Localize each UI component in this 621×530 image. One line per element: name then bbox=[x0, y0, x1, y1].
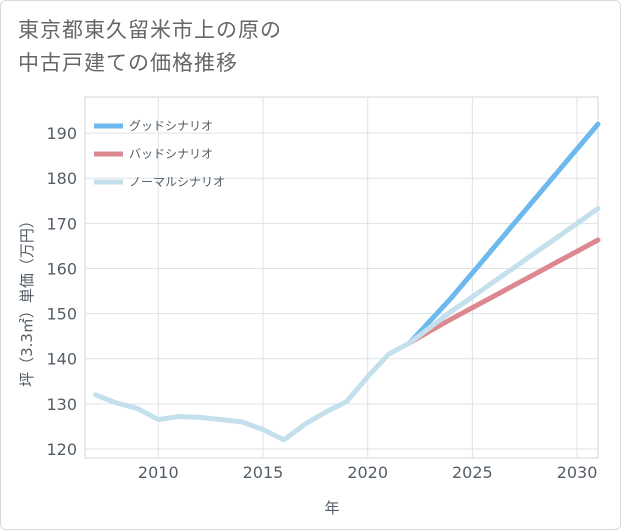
y-tick-label: 190 bbox=[46, 124, 77, 143]
series-line-good bbox=[407, 121, 601, 346]
legend-label: グッドシナリオ bbox=[129, 119, 213, 133]
series-line-bad bbox=[407, 237, 601, 346]
y-tick-label: 160 bbox=[46, 259, 77, 278]
y-tick-label: 140 bbox=[46, 350, 77, 369]
chart-title-line-1: 東京都東久留米市上の原の bbox=[18, 18, 282, 42]
x-tick-label: 2020 bbox=[347, 463, 388, 482]
y-axis-label: 坪（3.3㎡）単価（万円） bbox=[18, 213, 36, 387]
series-lines bbox=[93, 121, 601, 443]
grid-lines bbox=[85, 97, 598, 458]
x-axis-label: 年 bbox=[324, 499, 339, 517]
chart-title: 東京都東久留米市上の原の 中古戸建ての価格推移 bbox=[18, 14, 282, 80]
x-tick-label: 2025 bbox=[452, 463, 493, 482]
y-tick-label: 150 bbox=[46, 305, 77, 324]
chart-title-line-2: 中古戸建ての価格推移 bbox=[18, 51, 238, 75]
y-tick-label: 130 bbox=[46, 395, 77, 414]
legend-label: ノーマルシナリオ bbox=[129, 175, 225, 189]
y-tick-label: 180 bbox=[46, 169, 77, 188]
series-line-normal bbox=[93, 206, 601, 443]
x-tick-label: 2030 bbox=[557, 463, 598, 482]
axis-ticks: 120 130 140 150 160 170 180 190 2010 2015 2020 2025… bbox=[46, 124, 597, 482]
plot-area bbox=[84, 96, 599, 459]
x-tick-label: 2010 bbox=[138, 463, 179, 482]
y-tick-label: 170 bbox=[46, 214, 77, 233]
x-tick-label: 2015 bbox=[243, 463, 284, 482]
y-tick-label: 120 bbox=[46, 440, 77, 459]
legend-label: バッドシナリオ bbox=[129, 147, 213, 161]
